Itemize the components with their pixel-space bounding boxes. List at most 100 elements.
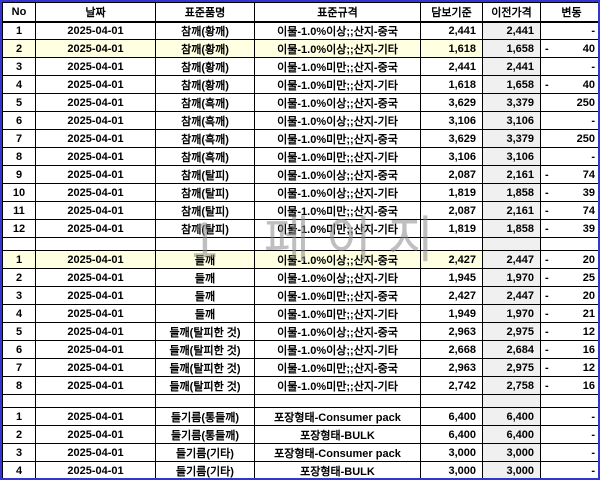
cell-date[interactable]: 2025-04-01 bbox=[35, 21, 156, 40]
cell-prev[interactable]: 2,441 bbox=[482, 21, 541, 40]
cell-name[interactable]: 들기름(기타) bbox=[155, 461, 255, 478]
cell-no[interactable]: 5 bbox=[2, 93, 36, 112]
cell-spec[interactable]: 이물-1.0%이상;;산지-중국 bbox=[254, 250, 421, 269]
cell-change[interactable]: - 16 bbox=[540, 340, 598, 359]
cell-base[interactable]: 2,441 bbox=[420, 21, 483, 40]
cell-spec[interactable]: 포장형태-Consumer pack bbox=[254, 407, 421, 426]
column-header-previous-price[interactable]: 이전가격 bbox=[482, 2, 541, 23]
cell-name[interactable]: 참깨(황깨) bbox=[155, 75, 255, 94]
empty-cell[interactable] bbox=[420, 394, 483, 408]
cell-change[interactable]: - bbox=[540, 21, 598, 40]
cell-base[interactable]: 2,963 bbox=[420, 358, 483, 377]
cell-name[interactable]: 들기름(기타) bbox=[155, 443, 255, 462]
cell-prev[interactable]: 3,000 bbox=[482, 443, 541, 462]
empty-cell[interactable] bbox=[254, 394, 421, 408]
cell-no[interactable]: 5 bbox=[2, 322, 36, 341]
cell-spec[interactable]: 이물-1.0%미만;;산지-기타 bbox=[254, 376, 421, 395]
cell-no[interactable]: 11 bbox=[2, 201, 36, 220]
cell-no[interactable]: 12 bbox=[2, 219, 36, 238]
cell-name[interactable]: 들기름(통들깨) bbox=[155, 425, 255, 444]
cell-base[interactable]: 2,441 bbox=[420, 57, 483, 76]
empty-cell[interactable] bbox=[2, 394, 36, 408]
column-header-collateral-base[interactable]: 담보기준 bbox=[420, 2, 483, 23]
cell-date[interactable]: 2025-04-01 bbox=[35, 425, 156, 444]
cell-base[interactable]: 1,949 bbox=[420, 304, 483, 323]
cell-spec[interactable]: 포장형태-Consumer pack bbox=[254, 443, 421, 462]
cell-name[interactable]: 들깨 bbox=[155, 250, 255, 269]
cell-spec[interactable]: 이물-1.0%미만;;산지-중국 bbox=[254, 286, 421, 305]
cell-date[interactable]: 2025-04-01 bbox=[35, 93, 156, 112]
cell-change[interactable]: - 21 bbox=[540, 304, 598, 323]
cell-date[interactable]: 2025-04-01 bbox=[35, 376, 156, 395]
cell-no[interactable]: 7 bbox=[2, 358, 36, 377]
cell-date[interactable]: 2025-04-01 bbox=[35, 250, 156, 269]
cell-change[interactable]: - 39 bbox=[540, 183, 598, 202]
cell-name[interactable]: 참깨(탈피) bbox=[155, 183, 255, 202]
cell-prev[interactable]: 2,161 bbox=[482, 165, 541, 184]
cell-base[interactable]: 2,087 bbox=[420, 165, 483, 184]
cell-no[interactable]: 6 bbox=[2, 111, 36, 130]
cell-date[interactable]: 2025-04-01 bbox=[35, 286, 156, 305]
cell-base[interactable]: 2,427 bbox=[420, 250, 483, 269]
cell-base[interactable]: 1,618 bbox=[420, 75, 483, 94]
cell-prev[interactable]: 3,379 bbox=[482, 129, 541, 148]
cell-name[interactable]: 들기름(통들깨) bbox=[155, 407, 255, 426]
cell-no[interactable]: 2 bbox=[2, 425, 36, 444]
cell-base[interactable]: 1,819 bbox=[420, 183, 483, 202]
cell-date[interactable]: 2025-04-01 bbox=[35, 443, 156, 462]
cell-change[interactable]: - 16 bbox=[540, 376, 598, 395]
cell-date[interactable]: 2025-04-01 bbox=[35, 407, 156, 426]
cell-name[interactable]: 참깨(흑깨) bbox=[155, 147, 255, 166]
cell-date[interactable]: 2025-04-01 bbox=[35, 201, 156, 220]
cell-no[interactable]: 3 bbox=[2, 443, 36, 462]
cell-base[interactable]: 3,000 bbox=[420, 461, 483, 478]
empty-cell[interactable] bbox=[35, 394, 156, 408]
cell-name[interactable]: 들깨(탈피한 것) bbox=[155, 358, 255, 377]
cell-date[interactable]: 2025-04-01 bbox=[35, 219, 156, 238]
cell-prev[interactable]: 2,161 bbox=[482, 201, 541, 220]
cell-change[interactable]: - 12 bbox=[540, 358, 598, 377]
cell-date[interactable]: 2025-04-01 bbox=[35, 75, 156, 94]
empty-cell[interactable] bbox=[420, 237, 483, 251]
cell-prev[interactable]: 3,106 bbox=[482, 147, 541, 166]
cell-spec[interactable]: 이물-1.0%이상;;산지-중국 bbox=[254, 93, 421, 112]
cell-date[interactable]: 2025-04-01 bbox=[35, 304, 156, 323]
cell-base[interactable]: 2,087 bbox=[420, 201, 483, 220]
cell-prev[interactable]: 1,970 bbox=[482, 304, 541, 323]
cell-change[interactable]: - 20 bbox=[540, 250, 598, 269]
column-header-change[interactable]: 변동 bbox=[540, 2, 598, 23]
cell-prev[interactable]: 1,658 bbox=[482, 39, 541, 58]
cell-prev[interactable]: 1,658 bbox=[482, 75, 541, 94]
empty-cell[interactable] bbox=[540, 394, 598, 408]
cell-no[interactable]: 1 bbox=[2, 250, 36, 269]
column-header-date[interactable]: 날짜 bbox=[35, 2, 156, 23]
cell-change[interactable]: 250 bbox=[540, 129, 598, 148]
cell-spec[interactable]: 이물-1.0%미만;;산지-중국 bbox=[254, 201, 421, 220]
cell-date[interactable]: 2025-04-01 bbox=[35, 111, 156, 130]
cell-change[interactable]: - 25 bbox=[540, 268, 598, 287]
cell-no[interactable]: 1 bbox=[2, 407, 36, 426]
cell-no[interactable]: 3 bbox=[2, 57, 36, 76]
cell-change[interactable]: - bbox=[540, 443, 598, 462]
cell-spec[interactable]: 이물-1.0%미만;;산지-중국 bbox=[254, 358, 421, 377]
cell-change[interactable]: - bbox=[540, 425, 598, 444]
cell-name[interactable]: 들깨 bbox=[155, 286, 255, 305]
column-header-product-name[interactable]: 표준품명 bbox=[155, 2, 255, 23]
cell-name[interactable]: 참깨(탈피) bbox=[155, 219, 255, 238]
cell-name[interactable]: 참깨(흑깨) bbox=[155, 129, 255, 148]
cell-no[interactable]: 4 bbox=[2, 304, 36, 323]
cell-no[interactable]: 1 bbox=[2, 21, 36, 40]
cell-spec[interactable]: 이물-1.0%미만;;산지-기타 bbox=[254, 219, 421, 238]
cell-date[interactable]: 2025-04-01 bbox=[35, 57, 156, 76]
cell-prev[interactable]: 2,975 bbox=[482, 322, 541, 341]
cell-change[interactable]: 250 bbox=[540, 93, 598, 112]
cell-name[interactable]: 참깨(탈피) bbox=[155, 165, 255, 184]
empty-cell[interactable] bbox=[254, 237, 421, 251]
cell-change[interactable]: - bbox=[540, 461, 598, 478]
cell-spec[interactable]: 이물-1.0%이상;;산지-기타 bbox=[254, 183, 421, 202]
cell-no[interactable]: 2 bbox=[2, 39, 36, 58]
cell-prev[interactable]: 2,447 bbox=[482, 250, 541, 269]
cell-spec[interactable]: 이물-1.0%미만;;산지-중국 bbox=[254, 57, 421, 76]
cell-base[interactable]: 2,742 bbox=[420, 376, 483, 395]
cell-prev[interactable]: 3,106 bbox=[482, 111, 541, 130]
